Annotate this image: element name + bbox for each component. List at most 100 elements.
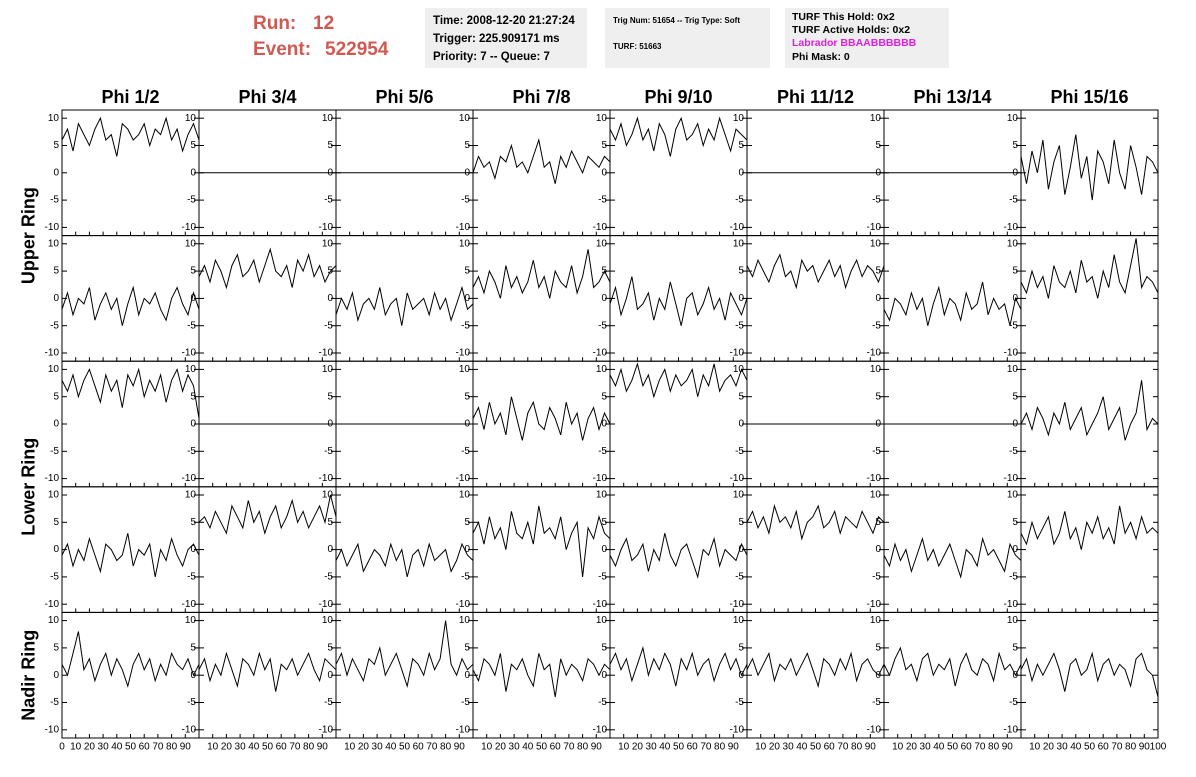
panel-frame xyxy=(198,486,337,613)
x-tick-label: 90 xyxy=(591,742,603,753)
y-tick-label: 0 xyxy=(1012,670,1018,681)
y-tick-label: -10 xyxy=(730,599,745,610)
waveform xyxy=(61,367,200,419)
waveform xyxy=(609,276,748,326)
info-line: Priority: 7 -- Queue: 7 xyxy=(433,51,550,63)
y-tick-label: -10 xyxy=(867,473,882,484)
panel-frame xyxy=(472,486,611,613)
y-tick-label: -5 xyxy=(1009,697,1018,708)
waveform xyxy=(1020,238,1159,299)
y-tick-label: 10 xyxy=(322,238,334,249)
y-tick-label: -10 xyxy=(593,348,608,359)
y-tick-label: 5 xyxy=(875,266,881,277)
y-tick-label: 5 xyxy=(875,140,881,151)
info-line: Time: 2008-12-20 21:27:24 xyxy=(433,15,575,27)
y-tick-label: 10 xyxy=(459,490,471,501)
info-line: TURF Active Holds: 0x2 xyxy=(792,24,910,36)
y-tick-label: -5 xyxy=(187,195,196,206)
y-tick-label: 10 xyxy=(459,364,471,375)
x-tick-label: 20 xyxy=(358,742,370,753)
x-tick-label: 40 xyxy=(248,742,260,753)
y-tick-label: 5 xyxy=(190,517,196,528)
y-tick-label: -10 xyxy=(319,473,334,484)
panel-frame xyxy=(472,235,611,362)
waveform xyxy=(883,536,1022,579)
y-tick-label: -10 xyxy=(867,599,882,610)
x-tick-label: 0 xyxy=(59,742,65,753)
y-tick-label: 5 xyxy=(464,140,470,151)
x-tick-label: 70 xyxy=(563,742,575,753)
y-tick-label: -10 xyxy=(1004,348,1019,359)
y-tick-label: -10 xyxy=(1004,222,1019,233)
y-tick-label: 0 xyxy=(464,293,470,304)
y-tick-label: 5 xyxy=(1012,266,1018,277)
x-tick-label: 30 xyxy=(509,742,521,753)
y-tick-label: 10 xyxy=(185,615,197,626)
y-tick-label: 5 xyxy=(464,643,470,654)
panel-frame xyxy=(883,486,1022,613)
y-tick-label: 0 xyxy=(601,167,607,178)
waveform xyxy=(746,503,885,541)
y-tick-label: -10 xyxy=(867,724,882,735)
y-tick-label: -5 xyxy=(187,320,196,331)
event-label: Event: xyxy=(253,39,311,60)
panel-frame xyxy=(746,486,885,613)
y-tick-label: 0 xyxy=(875,167,881,178)
y-tick-label: -5 xyxy=(50,446,59,457)
y-tick-label: -5 xyxy=(1009,446,1018,457)
y-tick-label: 5 xyxy=(327,266,333,277)
x-tick-label: 30 xyxy=(372,742,384,753)
y-tick-label: 10 xyxy=(596,238,608,249)
y-tick-label: 10 xyxy=(185,113,197,124)
y-tick-label: 5 xyxy=(190,643,196,654)
y-tick-label: 0 xyxy=(190,544,196,555)
x-tick-label: 40 xyxy=(1070,742,1082,753)
x-tick-label: 60 xyxy=(550,742,562,753)
info-line: TURF This Hold: 0x2 xyxy=(792,11,895,23)
waveform xyxy=(335,285,474,326)
y-tick-label: 5 xyxy=(53,391,59,402)
x-tick-label: 20 xyxy=(495,742,507,753)
x-tick-label: 40 xyxy=(659,742,671,753)
y-tick-label: -5 xyxy=(50,697,59,708)
waveform xyxy=(609,533,748,579)
x-tick-label: 90 xyxy=(317,742,329,753)
y-tick-label: 0 xyxy=(1012,544,1018,555)
panel-frame xyxy=(472,611,611,739)
y-tick-label: 10 xyxy=(459,238,471,249)
x-tick-label: 70 xyxy=(974,742,986,753)
y-tick-label: 5 xyxy=(601,517,607,528)
panel-frame xyxy=(335,235,474,362)
y-tick-label: -10 xyxy=(1004,599,1019,610)
x-tick-label: 10 xyxy=(207,742,219,753)
y-tick-label: 5 xyxy=(738,643,744,654)
y-tick-label: 10 xyxy=(870,364,882,375)
x-tick-label: 80 xyxy=(303,742,315,753)
y-tick-label: 0 xyxy=(327,167,333,178)
y-tick-label: 0 xyxy=(53,167,59,178)
y-tick-label: -5 xyxy=(324,446,333,457)
x-tick-label: 60 xyxy=(687,742,699,753)
y-tick-label: -10 xyxy=(730,348,745,359)
y-tick-label: 0 xyxy=(53,419,59,430)
y-tick-label: 5 xyxy=(875,643,881,654)
y-tick-label: -10 xyxy=(45,599,60,610)
info-line: TURF: 51663 xyxy=(613,42,662,51)
x-tick-label: 30 xyxy=(783,742,795,753)
x-tick-label: 100 xyxy=(1150,742,1167,753)
y-tick-label: 5 xyxy=(327,643,333,654)
y-tick-label: 10 xyxy=(596,615,608,626)
column-header: Phi 9/10 xyxy=(644,87,712,107)
y-tick-label: 5 xyxy=(601,643,607,654)
row-label: Lower Ring xyxy=(19,438,39,536)
y-tick-label: 5 xyxy=(327,140,333,151)
y-tick-label: 0 xyxy=(1012,419,1018,430)
y-tick-label: -5 xyxy=(598,195,607,206)
x-tick-label: 70 xyxy=(289,742,301,753)
y-tick-label: 5 xyxy=(53,517,59,528)
x-tick-label: 60 xyxy=(139,742,151,753)
y-tick-label: 0 xyxy=(464,670,470,681)
x-tick-label: 80 xyxy=(1125,742,1137,753)
y-tick-label: 5 xyxy=(327,391,333,402)
